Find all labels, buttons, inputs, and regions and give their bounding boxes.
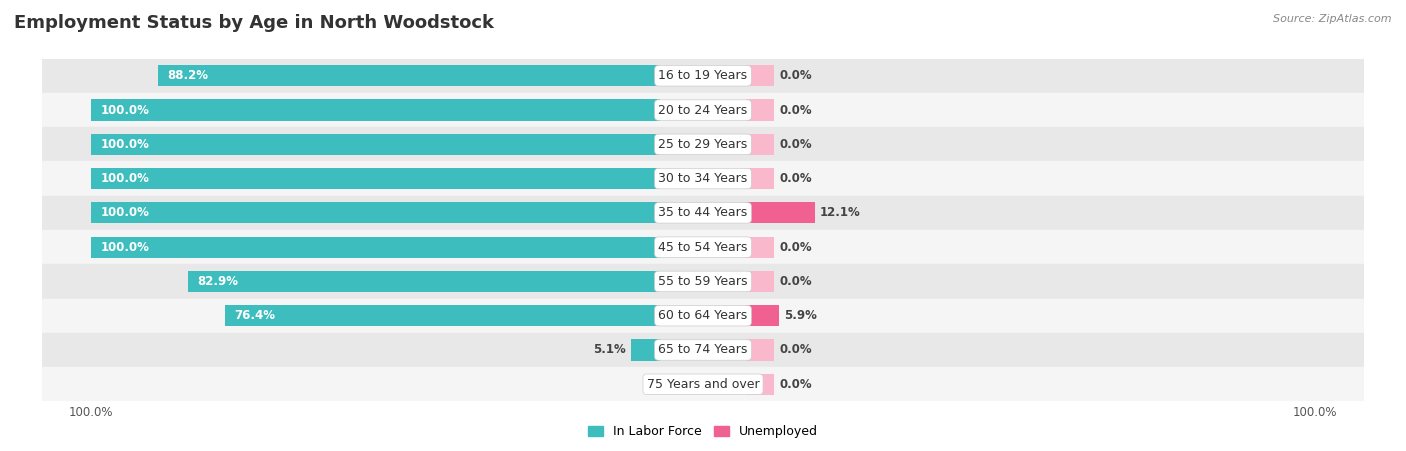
Bar <box>91 99 661 121</box>
Text: 100.0%: 100.0% <box>100 138 149 151</box>
Text: 100.0%: 100.0% <box>100 241 149 253</box>
Bar <box>91 202 661 224</box>
Bar <box>745 305 779 327</box>
Bar <box>42 367 1364 401</box>
Bar <box>745 99 775 121</box>
Text: Employment Status by Age in North Woodstock: Employment Status by Age in North Woodst… <box>14 14 494 32</box>
Text: 100.0%: 100.0% <box>100 207 149 219</box>
Bar <box>631 339 661 361</box>
Bar <box>91 133 661 155</box>
Text: 88.2%: 88.2% <box>167 69 208 82</box>
Bar <box>745 202 814 224</box>
Text: 0.0%: 0.0% <box>779 172 811 185</box>
Text: 60 to 64 Years: 60 to 64 Years <box>658 309 748 322</box>
Text: 100.0%: 100.0% <box>100 104 149 116</box>
Text: 76.4%: 76.4% <box>235 309 276 322</box>
Text: 35 to 44 Years: 35 to 44 Years <box>658 207 748 219</box>
Text: 0.0%: 0.0% <box>779 275 811 288</box>
Bar <box>42 161 1364 196</box>
Bar <box>42 299 1364 333</box>
Bar <box>42 127 1364 161</box>
Bar <box>745 236 775 258</box>
Text: 25 to 29 Years: 25 to 29 Years <box>658 138 748 151</box>
Text: 5.1%: 5.1% <box>593 344 626 356</box>
Bar <box>745 65 775 87</box>
Text: Source: ZipAtlas.com: Source: ZipAtlas.com <box>1274 14 1392 23</box>
Text: 75 Years and over: 75 Years and over <box>647 378 759 391</box>
Text: 0.0%: 0.0% <box>779 138 811 151</box>
Text: 100.0%: 100.0% <box>100 172 149 185</box>
Bar <box>745 168 775 189</box>
Text: 16 to 19 Years: 16 to 19 Years <box>658 69 748 82</box>
Text: 65 to 74 Years: 65 to 74 Years <box>658 344 748 356</box>
Text: 0.0%: 0.0% <box>779 104 811 116</box>
Text: 0.0%: 0.0% <box>779 378 811 391</box>
Bar <box>91 168 661 189</box>
Text: 12.1%: 12.1% <box>820 207 860 219</box>
Bar <box>745 373 775 395</box>
Text: 82.9%: 82.9% <box>198 275 239 288</box>
Bar <box>745 271 775 292</box>
Text: 45 to 54 Years: 45 to 54 Years <box>658 241 748 253</box>
Bar <box>188 271 661 292</box>
Text: 5.9%: 5.9% <box>785 309 817 322</box>
Bar <box>42 333 1364 367</box>
Bar <box>91 236 661 258</box>
Text: 30 to 34 Years: 30 to 34 Years <box>658 172 748 185</box>
Bar <box>745 339 775 361</box>
Text: 0.0%: 0.0% <box>779 69 811 82</box>
Bar <box>42 59 1364 93</box>
Bar <box>42 93 1364 127</box>
Text: 55 to 59 Years: 55 to 59 Years <box>658 275 748 288</box>
Bar <box>42 264 1364 299</box>
Bar <box>159 65 661 87</box>
Bar <box>42 196 1364 230</box>
Text: 0.0%: 0.0% <box>779 344 811 356</box>
Bar <box>225 305 661 327</box>
Bar <box>745 133 775 155</box>
Legend: In Labor Force, Unemployed: In Labor Force, Unemployed <box>583 420 823 443</box>
Text: 0.0%: 0.0% <box>779 241 811 253</box>
Bar <box>42 230 1364 264</box>
Text: 20 to 24 Years: 20 to 24 Years <box>658 104 748 116</box>
